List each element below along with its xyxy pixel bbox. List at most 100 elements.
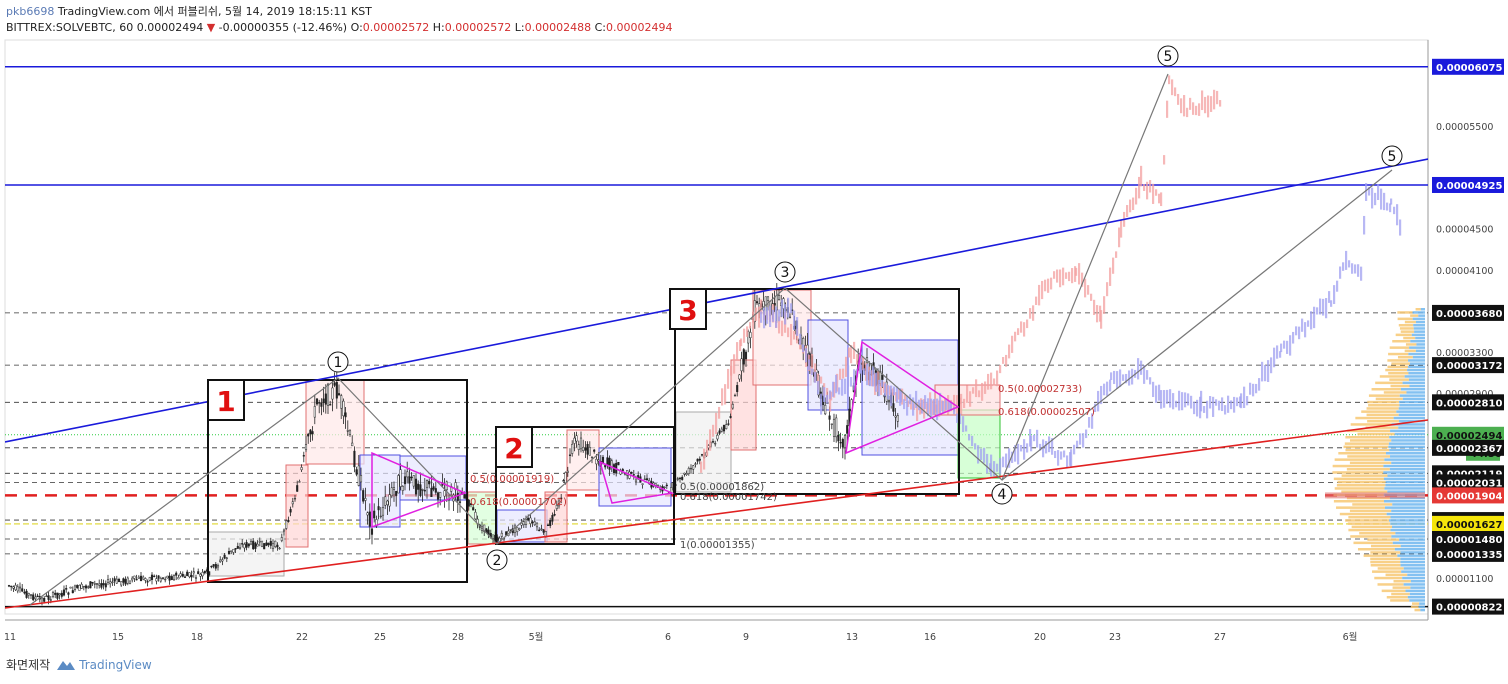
ghost-candle-red	[746, 326, 749, 337]
price-tag[interactable]: 0.00002810	[1432, 394, 1504, 411]
ghost-candle-red	[1011, 335, 1014, 353]
candle	[643, 478, 646, 481]
volume-bar	[1403, 583, 1425, 586]
price-tag[interactable]: 0.00006075	[1432, 58, 1504, 75]
candle	[337, 393, 341, 396]
ghost-candle-blue	[1036, 429, 1039, 448]
symbol-label[interactable]: BITTREX:SOLVEBTC, 60	[6, 21, 134, 34]
candle	[309, 429, 312, 435]
volume-bar	[1332, 464, 1384, 468]
time-tick: 22	[296, 632, 308, 643]
price-tag[interactable]: 0.00001627	[1432, 515, 1504, 532]
price-tag[interactable]: 0.00004925	[1432, 176, 1504, 193]
projection-box-border	[598, 447, 672, 507]
ghost-candle-blue	[820, 393, 823, 415]
candle	[278, 547, 281, 550]
candle	[540, 528, 543, 530]
candle	[531, 521, 534, 524]
candle	[436, 492, 440, 500]
candle	[632, 474, 635, 476]
volume-bar	[1371, 388, 1401, 391]
volume-bar	[1394, 548, 1425, 551]
candle	[51, 592, 55, 597]
ghost-candle-blue	[990, 454, 993, 477]
box-label-bg	[495, 426, 533, 468]
ghost-candle-red	[990, 372, 993, 390]
ghost-candle-red	[1065, 272, 1068, 279]
candle	[370, 528, 374, 535]
ghost-candle-red	[736, 342, 739, 361]
price-tag[interactable]: 0.00000822	[1432, 598, 1504, 615]
ghost-candle-blue	[1322, 298, 1325, 316]
volume-profile	[1325, 308, 1425, 612]
volume-bar	[1350, 535, 1392, 538]
ghost-candle-blue	[1330, 300, 1333, 307]
candle	[419, 484, 422, 496]
price-tag[interactable]: 0.00003172	[1432, 357, 1504, 374]
candle	[634, 479, 638, 483]
price-tag[interactable]: 0.00001335	[1432, 545, 1504, 562]
volume-bar	[1416, 343, 1425, 346]
ghost-candle-red	[1050, 277, 1053, 290]
fib-label: 0.5(0.00002733)	[998, 384, 1082, 395]
candle	[663, 486, 666, 489]
candle	[254, 542, 257, 549]
price-tag[interactable]: 0.00002367	[1432, 439, 1504, 456]
ghost-candle-blue	[1152, 381, 1155, 398]
ghost-candle-red	[1160, 192, 1163, 207]
tradingview-logo[interactable]: TradingView	[56, 658, 152, 672]
candle	[423, 489, 426, 492]
ghost-candle-blue	[1279, 351, 1282, 358]
candle	[692, 465, 695, 470]
candle	[188, 572, 191, 578]
ghost-candle-blue	[1224, 405, 1227, 415]
candle	[681, 476, 684, 480]
price-tag[interactable]: 0.00002494	[1432, 426, 1504, 443]
volume-bar	[1391, 362, 1410, 365]
ghost-candle-blue	[1054, 450, 1057, 459]
ghost-candle-red	[820, 376, 823, 384]
chart-header: pkb6698 TradingView.com 에서 퍼블리쉬, 5월 14, …	[6, 4, 672, 36]
candle	[417, 483, 420, 490]
ghost-candle-blue	[878, 379, 881, 397]
price-tag[interactable]: 0.00002031	[1432, 474, 1504, 491]
volume-bar	[1412, 311, 1425, 314]
ghost-candle-red	[1109, 267, 1112, 286]
candle	[700, 454, 704, 456]
volume-bar	[1386, 596, 1408, 599]
ghost-candle-red	[1068, 271, 1071, 282]
wave-circle	[1157, 45, 1179, 67]
volume-bar	[1388, 372, 1409, 375]
candle	[430, 487, 433, 498]
candle	[516, 527, 519, 532]
candle	[881, 374, 884, 380]
price-tag[interactable]: 0.00001904	[1432, 487, 1504, 504]
candle	[733, 394, 737, 397]
price-tick: 0.00004500	[1436, 225, 1493, 236]
price-tag[interactable]: 0.00001480	[1432, 530, 1504, 547]
candle	[269, 540, 272, 546]
volume-bar	[1352, 503, 1393, 506]
ghost-candle-blue	[1051, 438, 1054, 455]
ghost-candle-blue	[1193, 401, 1196, 415]
candle	[527, 517, 530, 521]
candle	[362, 490, 365, 502]
ghost-candle-red	[1096, 305, 1099, 323]
volume-bar	[1372, 570, 1402, 573]
price-tick: 0.00004100	[1436, 266, 1493, 277]
price-tag-bg	[1432, 598, 1504, 615]
box-number: 3	[678, 294, 697, 327]
ghost-candle-red	[1023, 322, 1026, 337]
footer-caption: 화면제작	[6, 658, 51, 672]
fib-label: 0.5(0.00001862)	[680, 482, 764, 493]
ghost-candle-blue	[1146, 370, 1149, 380]
price-tag[interactable]: 0.00003680	[1432, 304, 1504, 321]
ghost-candle-blue	[1240, 393, 1243, 409]
author-name[interactable]: pkb6698	[6, 5, 55, 18]
wave-label-3: 3	[774, 261, 796, 283]
candle	[846, 425, 849, 434]
ghost-candle-blue	[872, 366, 875, 387]
ghost-candle-blue	[1280, 343, 1283, 353]
projection-box	[731, 360, 756, 450]
